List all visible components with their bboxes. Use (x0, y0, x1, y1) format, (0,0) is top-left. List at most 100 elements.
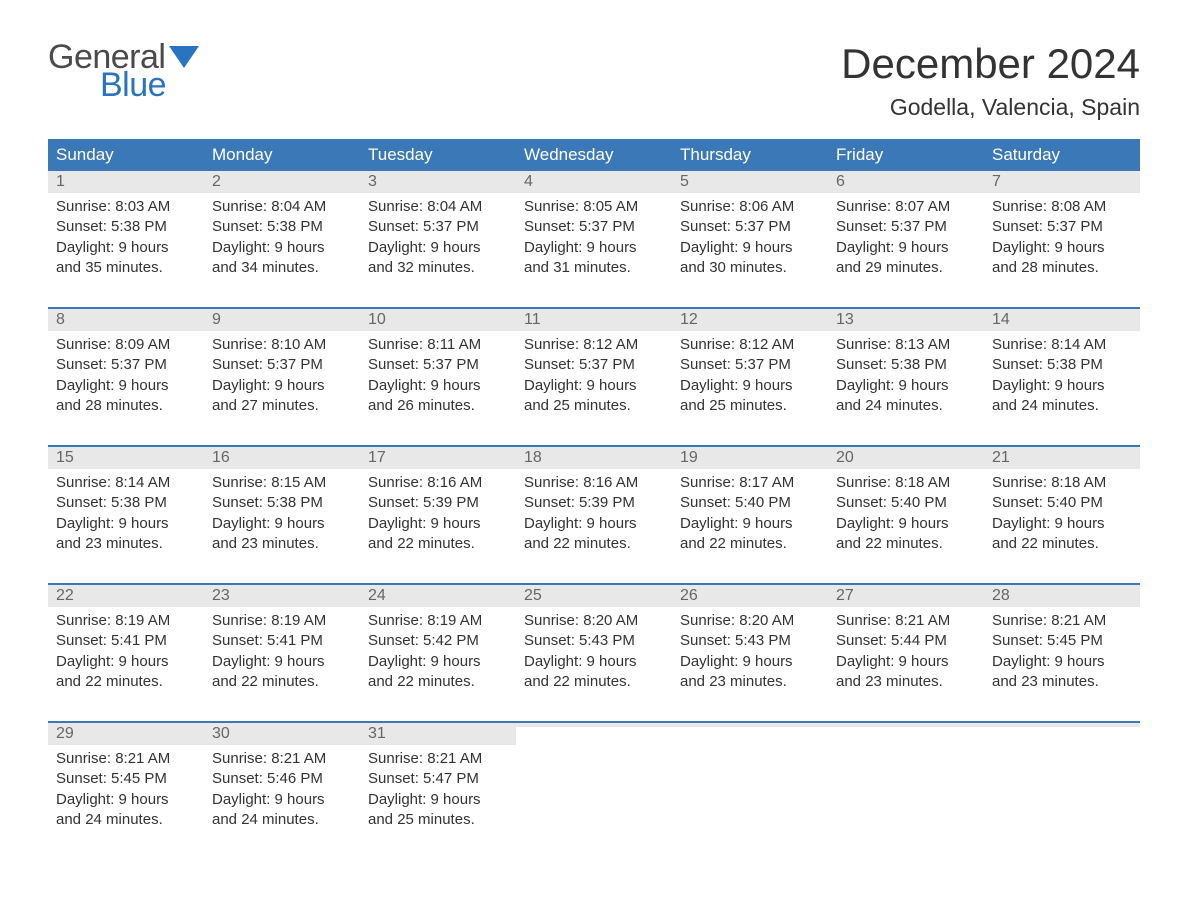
day-number: 12 (672, 309, 828, 331)
day-d1: Daylight: 9 hours (680, 238, 822, 258)
logo-word-blue: Blue (100, 68, 199, 102)
day-d1: Daylight: 9 hours (992, 652, 1134, 672)
day-num-bar: 4 (516, 171, 672, 193)
day-body: Sunrise: 8:20 AMSunset: 5:43 PMDaylight:… (672, 607, 828, 696)
day-d2: and 22 minutes. (368, 672, 510, 692)
day-num-bar: 28 (984, 585, 1140, 607)
day-number: 7 (984, 171, 1140, 193)
day-sunrise: Sunrise: 8:19 AM (368, 611, 510, 631)
day-d2: and 23 minutes. (212, 534, 354, 554)
day-num-bar: 1 (48, 171, 204, 193)
day-num-bar: 3 (360, 171, 516, 193)
day-sunset: Sunset: 5:43 PM (524, 631, 666, 651)
day-number: 25 (516, 585, 672, 607)
day-num-bar: 11 (516, 309, 672, 331)
day-number: 31 (360, 723, 516, 745)
day-number: 9 (204, 309, 360, 331)
day-sunset: Sunset: 5:40 PM (680, 493, 822, 513)
day-header-thursday: Thursday (672, 139, 828, 171)
day-sunset: Sunset: 5:46 PM (212, 769, 354, 789)
day-num-bar: 15 (48, 447, 204, 469)
day-sunset: Sunset: 5:37 PM (212, 355, 354, 375)
week-row: 29Sunrise: 8:21 AMSunset: 5:45 PMDayligh… (48, 721, 1140, 841)
day-d1: Daylight: 9 hours (992, 376, 1134, 396)
day-d1: Daylight: 9 hours (212, 376, 354, 396)
week-row: 15Sunrise: 8:14 AMSunset: 5:38 PMDayligh… (48, 445, 1140, 565)
day-body: Sunrise: 8:03 AMSunset: 5:38 PMDaylight:… (48, 193, 204, 282)
day-d2: and 34 minutes. (212, 258, 354, 278)
day-body: Sunrise: 8:17 AMSunset: 5:40 PMDaylight:… (672, 469, 828, 558)
day-cell: 17Sunrise: 8:16 AMSunset: 5:39 PMDayligh… (360, 447, 516, 565)
day-num-bar: 26 (672, 585, 828, 607)
day-body: Sunrise: 8:09 AMSunset: 5:37 PMDaylight:… (48, 331, 204, 420)
day-number: 14 (984, 309, 1140, 331)
day-body: Sunrise: 8:05 AMSunset: 5:37 PMDaylight:… (516, 193, 672, 282)
day-d1: Daylight: 9 hours (212, 790, 354, 810)
day-d1: Daylight: 9 hours (680, 514, 822, 534)
day-body: Sunrise: 8:21 AMSunset: 5:46 PMDaylight:… (204, 745, 360, 834)
day-body: Sunrise: 8:14 AMSunset: 5:38 PMDaylight:… (48, 469, 204, 558)
day-cell (828, 723, 984, 841)
day-sunrise: Sunrise: 8:05 AM (524, 197, 666, 217)
day-sunset: Sunset: 5:45 PM (992, 631, 1134, 651)
day-cell (984, 723, 1140, 841)
day-sunrise: Sunrise: 8:04 AM (212, 197, 354, 217)
day-header-tuesday: Tuesday (360, 139, 516, 171)
day-number: 30 (204, 723, 360, 745)
day-num-bar: 5 (672, 171, 828, 193)
day-sunset: Sunset: 5:37 PM (56, 355, 198, 375)
day-body: Sunrise: 8:07 AMSunset: 5:37 PMDaylight:… (828, 193, 984, 282)
day-num-bar (984, 723, 1140, 727)
day-sunset: Sunset: 5:47 PM (368, 769, 510, 789)
day-cell: 4Sunrise: 8:05 AMSunset: 5:37 PMDaylight… (516, 171, 672, 289)
day-number: 24 (360, 585, 516, 607)
day-number: 10 (360, 309, 516, 331)
day-d2: and 22 minutes. (992, 534, 1134, 554)
day-cell: 12Sunrise: 8:12 AMSunset: 5:37 PMDayligh… (672, 309, 828, 427)
day-body: Sunrise: 8:18 AMSunset: 5:40 PMDaylight:… (828, 469, 984, 558)
day-sunrise: Sunrise: 8:13 AM (836, 335, 978, 355)
day-sunset: Sunset: 5:37 PM (836, 217, 978, 237)
day-d1: Daylight: 9 hours (368, 238, 510, 258)
day-d2: and 23 minutes. (992, 672, 1134, 692)
day-cell: 24 Sunrise: 8:19 AMSunset: 5:42 PMDayligh… (360, 585, 516, 703)
day-sunset: Sunset: 5:41 PM (212, 631, 354, 651)
day-d1: Daylight: 9 hours (368, 376, 510, 396)
day-d2: and 30 minutes. (680, 258, 822, 278)
day-cell: 6Sunrise: 8:07 AMSunset: 5:37 PMDaylight… (828, 171, 984, 289)
month-title: December 2024 (841, 40, 1140, 88)
day-d2: and 24 minutes. (992, 396, 1134, 416)
day-cell: 19Sunrise: 8:17 AMSunset: 5:40 PMDayligh… (672, 447, 828, 565)
day-number: 5 (672, 171, 828, 193)
day-body: Sunrise: 8:18 AMSunset: 5:40 PMDaylight:… (984, 469, 1140, 558)
day-header-wednesday: Wednesday (516, 139, 672, 171)
day-num-bar: 2 (204, 171, 360, 193)
day-number: 18 (516, 447, 672, 469)
day-d1: Daylight: 9 hours (368, 652, 510, 672)
day-header-row: Sunday Monday Tuesday Wednesday Thursday… (48, 139, 1140, 171)
day-number: 23 (204, 585, 360, 607)
day-sunrise: Sunrise: 8:17 AM (680, 473, 822, 493)
day-sunset: Sunset: 5:40 PM (992, 493, 1134, 513)
day-d2: and 25 minutes. (524, 396, 666, 416)
day-d1: Daylight: 9 hours (680, 652, 822, 672)
day-cell (516, 723, 672, 841)
day-body: Sunrise: 8:21 AMSunset: 5:47 PMDaylight:… (360, 745, 516, 834)
day-body: Sunrise: 8:19 AMSunset: 5:41 PMDaylight:… (48, 607, 204, 696)
day-cell: 25Sunrise: 8:20 AMSunset: 5:43 PMDayligh… (516, 585, 672, 703)
day-cell: 5Sunrise: 8:06 AMSunset: 5:37 PMDaylight… (672, 171, 828, 289)
day-cell: 15Sunrise: 8:14 AMSunset: 5:38 PMDayligh… (48, 447, 204, 565)
day-sunset: Sunset: 5:42 PM (368, 631, 510, 651)
day-num-bar: 9 (204, 309, 360, 331)
day-d1: Daylight: 9 hours (212, 514, 354, 534)
day-header-sunday: Sunday (48, 139, 204, 171)
day-num-bar: 21 (984, 447, 1140, 469)
day-d2: and 35 minutes. (56, 258, 198, 278)
day-d2: and 32 minutes. (368, 258, 510, 278)
day-body: Sunrise: 8:12 AMSunset: 5:37 PMDaylight:… (672, 331, 828, 420)
day-number: 1 (48, 171, 204, 193)
day-num-bar: 29 (48, 723, 204, 745)
day-d2: and 27 minutes. (212, 396, 354, 416)
day-num-bar: 12 (672, 309, 828, 331)
day-num-bar: 22 (48, 585, 204, 607)
